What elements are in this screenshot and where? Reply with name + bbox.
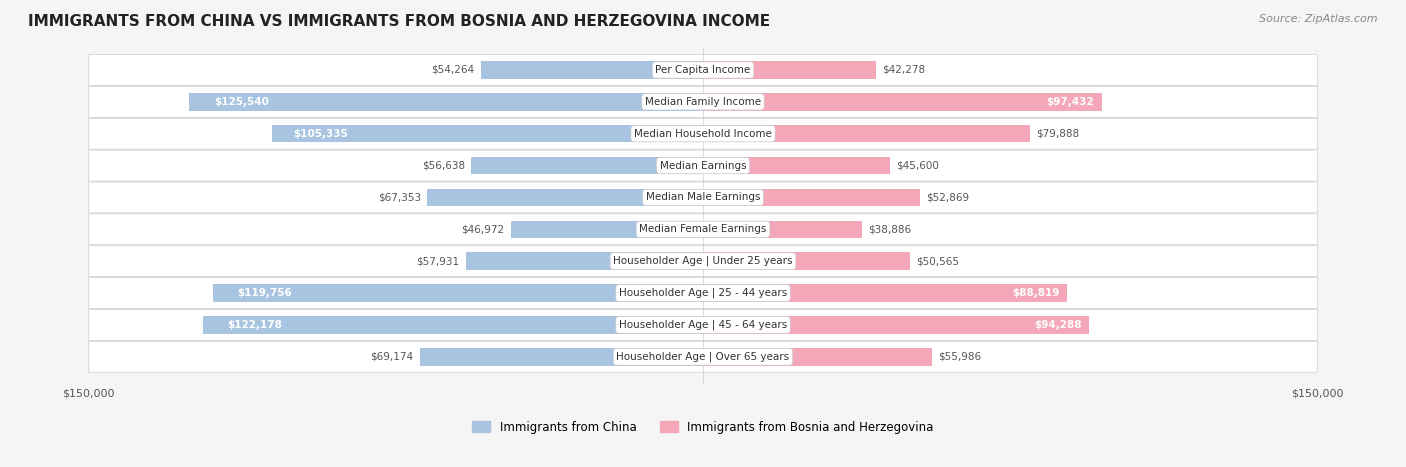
Text: $45,600: $45,600 (896, 161, 939, 170)
Text: $67,353: $67,353 (378, 192, 420, 202)
FancyBboxPatch shape (89, 150, 1317, 181)
FancyBboxPatch shape (89, 118, 1317, 149)
Bar (188, 93, 703, 111)
Text: $69,174: $69,174 (370, 352, 413, 362)
FancyBboxPatch shape (89, 182, 1317, 213)
Bar (703, 61, 876, 79)
Text: $119,756: $119,756 (238, 288, 292, 298)
Bar (271, 125, 703, 142)
Legend: Immigrants from China, Immigrants from Bosnia and Herzegovina: Immigrants from China, Immigrants from B… (468, 416, 938, 439)
Bar (510, 220, 703, 238)
Text: Householder Age | Under 25 years: Householder Age | Under 25 years (613, 256, 793, 266)
Text: $56,638: $56,638 (422, 161, 465, 170)
FancyBboxPatch shape (89, 341, 1317, 372)
Bar (703, 93, 1102, 111)
Text: $46,972: $46,972 (461, 224, 505, 234)
Text: Median Household Income: Median Household Income (634, 129, 772, 139)
Text: $50,565: $50,565 (917, 256, 959, 266)
Text: $38,886: $38,886 (869, 224, 911, 234)
Text: Householder Age | 25 - 44 years: Householder Age | 25 - 44 years (619, 288, 787, 298)
Bar (465, 252, 703, 270)
Bar (420, 348, 703, 366)
Text: $88,819: $88,819 (1012, 288, 1060, 298)
Bar (202, 316, 703, 333)
Text: Per Capita Income: Per Capita Income (655, 65, 751, 75)
Text: $52,869: $52,869 (925, 192, 969, 202)
Bar (212, 284, 703, 302)
Bar (703, 220, 862, 238)
Bar (703, 189, 920, 206)
Bar (471, 157, 703, 174)
Text: Median Earnings: Median Earnings (659, 161, 747, 170)
Bar (703, 348, 932, 366)
FancyBboxPatch shape (89, 214, 1317, 245)
Text: $105,335: $105,335 (294, 129, 347, 139)
Text: $94,288: $94,288 (1033, 320, 1081, 330)
Text: $57,931: $57,931 (416, 256, 460, 266)
Text: Median Family Income: Median Family Income (645, 97, 761, 107)
Bar (703, 316, 1090, 333)
Text: $125,540: $125,540 (215, 97, 270, 107)
Text: Source: ZipAtlas.com: Source: ZipAtlas.com (1260, 14, 1378, 24)
Text: $54,264: $54,264 (432, 65, 475, 75)
Text: Householder Age | 45 - 64 years: Householder Age | 45 - 64 years (619, 319, 787, 330)
Bar (427, 189, 703, 206)
Text: $42,278: $42,278 (883, 65, 925, 75)
FancyBboxPatch shape (89, 277, 1317, 309)
Text: $122,178: $122,178 (228, 320, 283, 330)
FancyBboxPatch shape (89, 310, 1317, 340)
Text: Median Female Earnings: Median Female Earnings (640, 224, 766, 234)
Text: IMMIGRANTS FROM CHINA VS IMMIGRANTS FROM BOSNIA AND HERZEGOVINA INCOME: IMMIGRANTS FROM CHINA VS IMMIGRANTS FROM… (28, 14, 770, 29)
FancyBboxPatch shape (89, 55, 1317, 85)
Bar (703, 125, 1031, 142)
Text: Householder Age | Over 65 years: Householder Age | Over 65 years (616, 352, 790, 362)
Text: $55,986: $55,986 (938, 352, 981, 362)
Text: $97,432: $97,432 (1046, 97, 1094, 107)
Text: Median Male Earnings: Median Male Earnings (645, 192, 761, 202)
Text: $79,888: $79,888 (1036, 129, 1080, 139)
Bar (703, 252, 910, 270)
Bar (481, 61, 703, 79)
FancyBboxPatch shape (89, 246, 1317, 276)
FancyBboxPatch shape (89, 86, 1317, 117)
Bar (703, 284, 1067, 302)
Bar (703, 157, 890, 174)
